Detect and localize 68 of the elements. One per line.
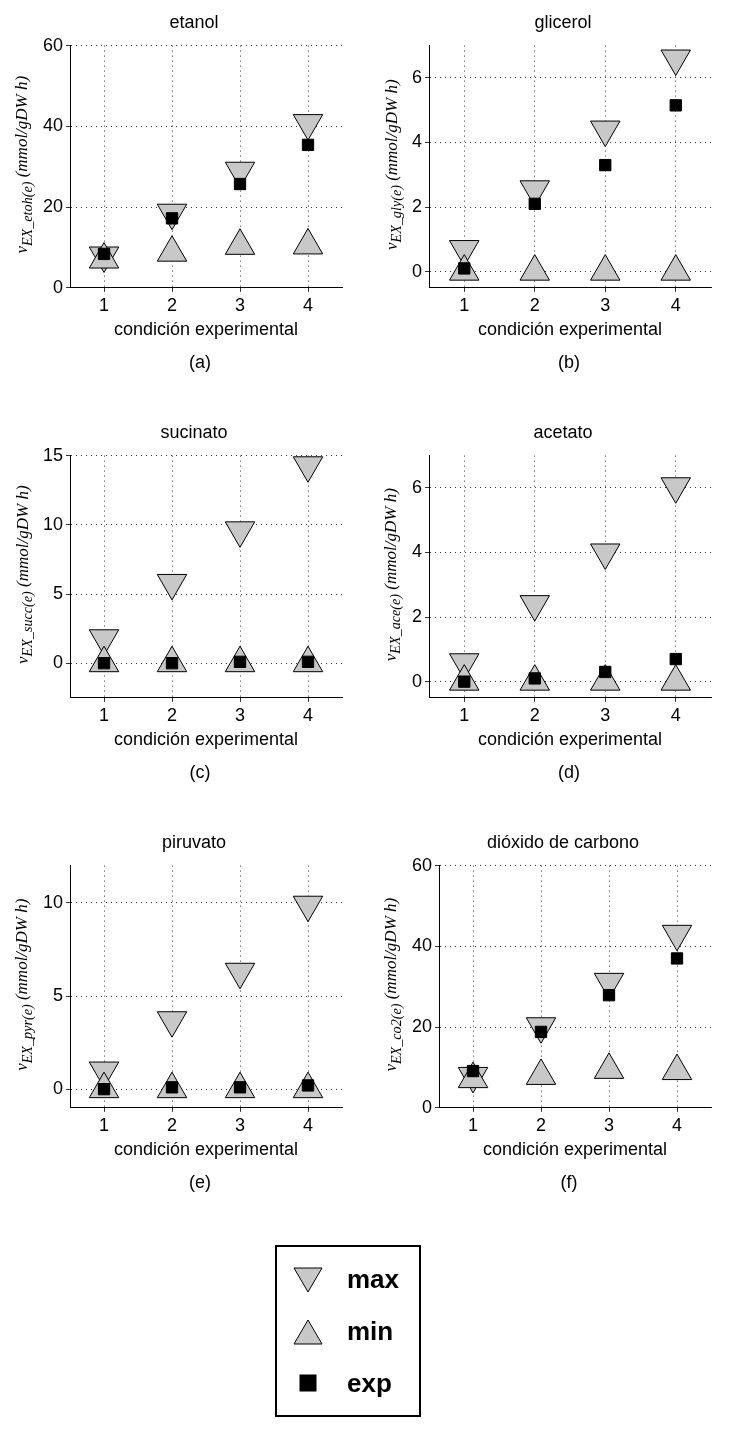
x-axis-title: condición experimental: [482, 1139, 668, 1160]
y-tick-label: 0: [53, 1078, 64, 1099]
y-tick-label: 0: [53, 276, 64, 297]
x-tick-label: 4: [302, 294, 314, 315]
text: (f): [559, 1172, 579, 1193]
x-tick-label: 3: [600, 294, 611, 315]
x-tick-label: 2: [167, 1114, 178, 1135]
text: (b): [557, 352, 581, 373]
x-tick-label: 4: [670, 294, 681, 315]
x-axis-title: condición experimental: [113, 319, 299, 340]
y-tick-label: 2: [412, 606, 423, 627]
x-axis-title: condición experimental: [477, 729, 663, 750]
y-tick-label: 4: [412, 131, 423, 152]
text: (c): [188, 762, 212, 783]
x-tick-label: 4: [671, 1114, 683, 1135]
y-tick-label: 0: [53, 652, 64, 673]
x-tick-label: 3: [600, 704, 611, 725]
x-axis-title: condición experimental: [113, 1139, 299, 1160]
y-tick-label: 6: [412, 66, 423, 87]
x-tick-label: 1: [99, 1114, 110, 1135]
text: (a): [188, 352, 212, 373]
x-tick-label: 4: [302, 1114, 314, 1135]
x-tick-label: 1: [99, 294, 110, 315]
y-tick-label: 6: [412, 476, 423, 497]
y-tick-label: 15: [42, 444, 64, 465]
x-tick-label: 3: [235, 704, 246, 725]
y-tick-label: 20: [42, 196, 64, 217]
y-tick-label: 0: [412, 670, 423, 691]
x-axis-title: condición experimental: [113, 729, 299, 750]
chart-title: glicerol: [534, 11, 592, 32]
chart-title: piruvato: [161, 831, 227, 852]
x-tick-label: 3: [235, 294, 246, 315]
x-tick-label: 4: [302, 704, 314, 725]
x-tick-label: 2: [529, 704, 540, 725]
legend-label: min: [347, 1315, 394, 1347]
chart-title: acetato: [533, 421, 593, 442]
y-tick-label: 40: [411, 935, 433, 956]
text: (d): [557, 762, 581, 783]
y-tick-label: 0: [422, 1096, 433, 1117]
x-tick-label: 2: [167, 294, 178, 315]
x-tick-label: 1: [468, 1114, 479, 1135]
x-tick-label: 4: [670, 704, 681, 725]
y-tick-label: 4: [412, 541, 423, 562]
text: (e): [188, 1172, 212, 1193]
x-tick-label: 2: [529, 294, 540, 315]
y-tick-label: 60: [42, 34, 64, 55]
x-tick-label: 1: [459, 294, 470, 315]
chart-title: sucinato: [160, 421, 228, 442]
y-tick-label: 40: [42, 115, 64, 136]
y-tick-label: 0: [412, 260, 423, 281]
x-axis-title: condición experimental: [477, 319, 663, 340]
x-tick-label: 1: [459, 704, 470, 725]
x-tick-label: 2: [536, 1114, 547, 1135]
y-tick-label: 5: [53, 582, 64, 603]
chart-title: dióxido de carbono: [486, 831, 640, 852]
legend-label: max: [347, 1263, 400, 1295]
chart-title: etanol: [169, 11, 219, 32]
x-tick-label: 1: [99, 704, 110, 725]
y-tick-label: 60: [411, 854, 433, 875]
y-tick-label: 20: [411, 1016, 433, 1037]
x-tick-label: 3: [604, 1114, 615, 1135]
y-tick-label: 10: [42, 513, 64, 534]
y-tick-label: 10: [42, 891, 64, 912]
x-tick-label: 3: [235, 1114, 246, 1135]
y-tick-label: 5: [53, 984, 64, 1005]
y-tick-label: 2: [412, 196, 423, 217]
x-tick-label: 2: [167, 704, 178, 725]
legend-label: exp: [347, 1367, 392, 1399]
